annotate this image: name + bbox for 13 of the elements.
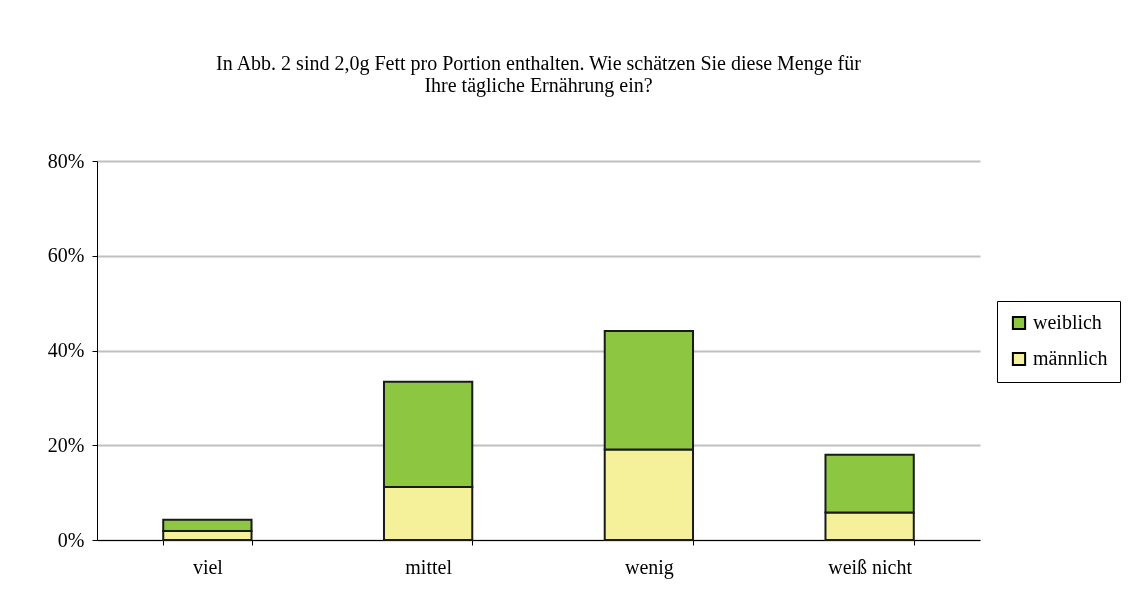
y-tick-label: 60% (47, 244, 85, 267)
x-tick-label: weiß nicht (828, 555, 913, 578)
y-tick-label: 40% (47, 339, 85, 361)
legend-label: weiblich (1033, 311, 1102, 333)
x-tick-label: viel (192, 555, 224, 578)
y-tick-label: 0% (57, 528, 85, 551)
legend-label: männlich (1033, 347, 1108, 369)
y-tick-label: 20% (47, 433, 85, 456)
text: In Abb. 2 sind 2,0g Fett pro Portion enthalten. Wie schätzen Sie diese Menge für (216, 52, 861, 74)
x-tick-label: wenig (624, 555, 674, 579)
y-tick-label: 80% (47, 149, 85, 172)
x-tick-label: mittel (405, 555, 453, 578)
text: Ihre tägliche Ernährung ein? (424, 74, 653, 96)
